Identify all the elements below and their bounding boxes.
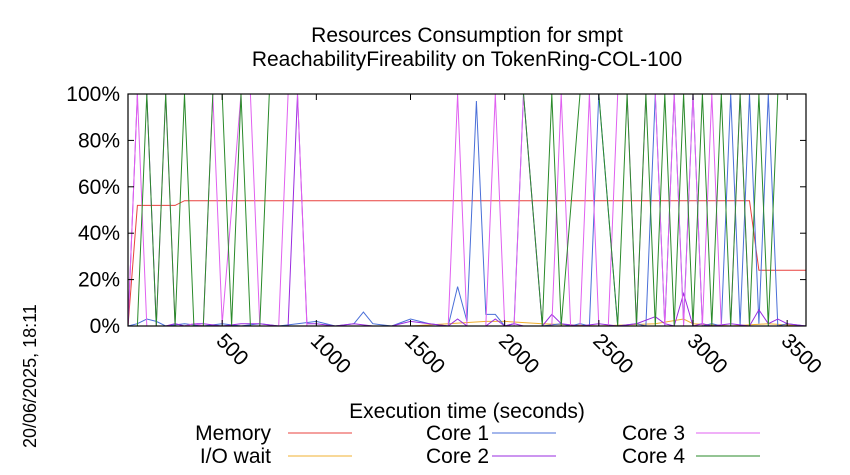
chart-title: Resources Consumption for smpt [311,24,623,47]
legend-label: Core 4 [622,445,685,468]
x-tick-label: 1000 [306,329,355,378]
x-tick-label: 500 [212,329,253,370]
plot-frame [127,93,807,327]
plot-area: 0% 20% 40% 60% 80% 100% 500 1000 1500 2000 2500 30… [66,83,826,379]
x-tick-label: 1500 [400,329,449,378]
timestamp: 20/06/2025, 18:11 [20,304,40,448]
series-layer [127,93,807,327]
legend-label: Core 1 [426,422,489,445]
x-tick-label: 3000 [682,329,731,378]
x-tick-label: 2000 [494,329,543,378]
y-tick-label: 0% [90,315,120,338]
chart-subtitle: ReachabilityFireability on TokenRing-COL… [252,48,682,71]
series-line-memory [127,200,806,327]
y-tick-label: 60% [78,176,120,199]
y-tick-label: 20% [78,269,120,292]
y-tick-label: 40% [78,222,120,245]
x-tick-label: 3500 [777,329,826,378]
y-tick-label: 80% [78,129,120,152]
y-axis: 0% 20% 40% 60% 80% 100% [66,83,806,338]
legend-label: Core 3 [622,422,685,445]
y-tick-label: 100% [66,83,120,106]
x-tick-label: 2500 [588,329,637,378]
legend-label: Memory [195,422,271,445]
legend-label: Core 2 [426,445,489,468]
x-axis-label: Execution time (seconds) [349,400,585,423]
legend-label: I/O wait [200,445,271,468]
